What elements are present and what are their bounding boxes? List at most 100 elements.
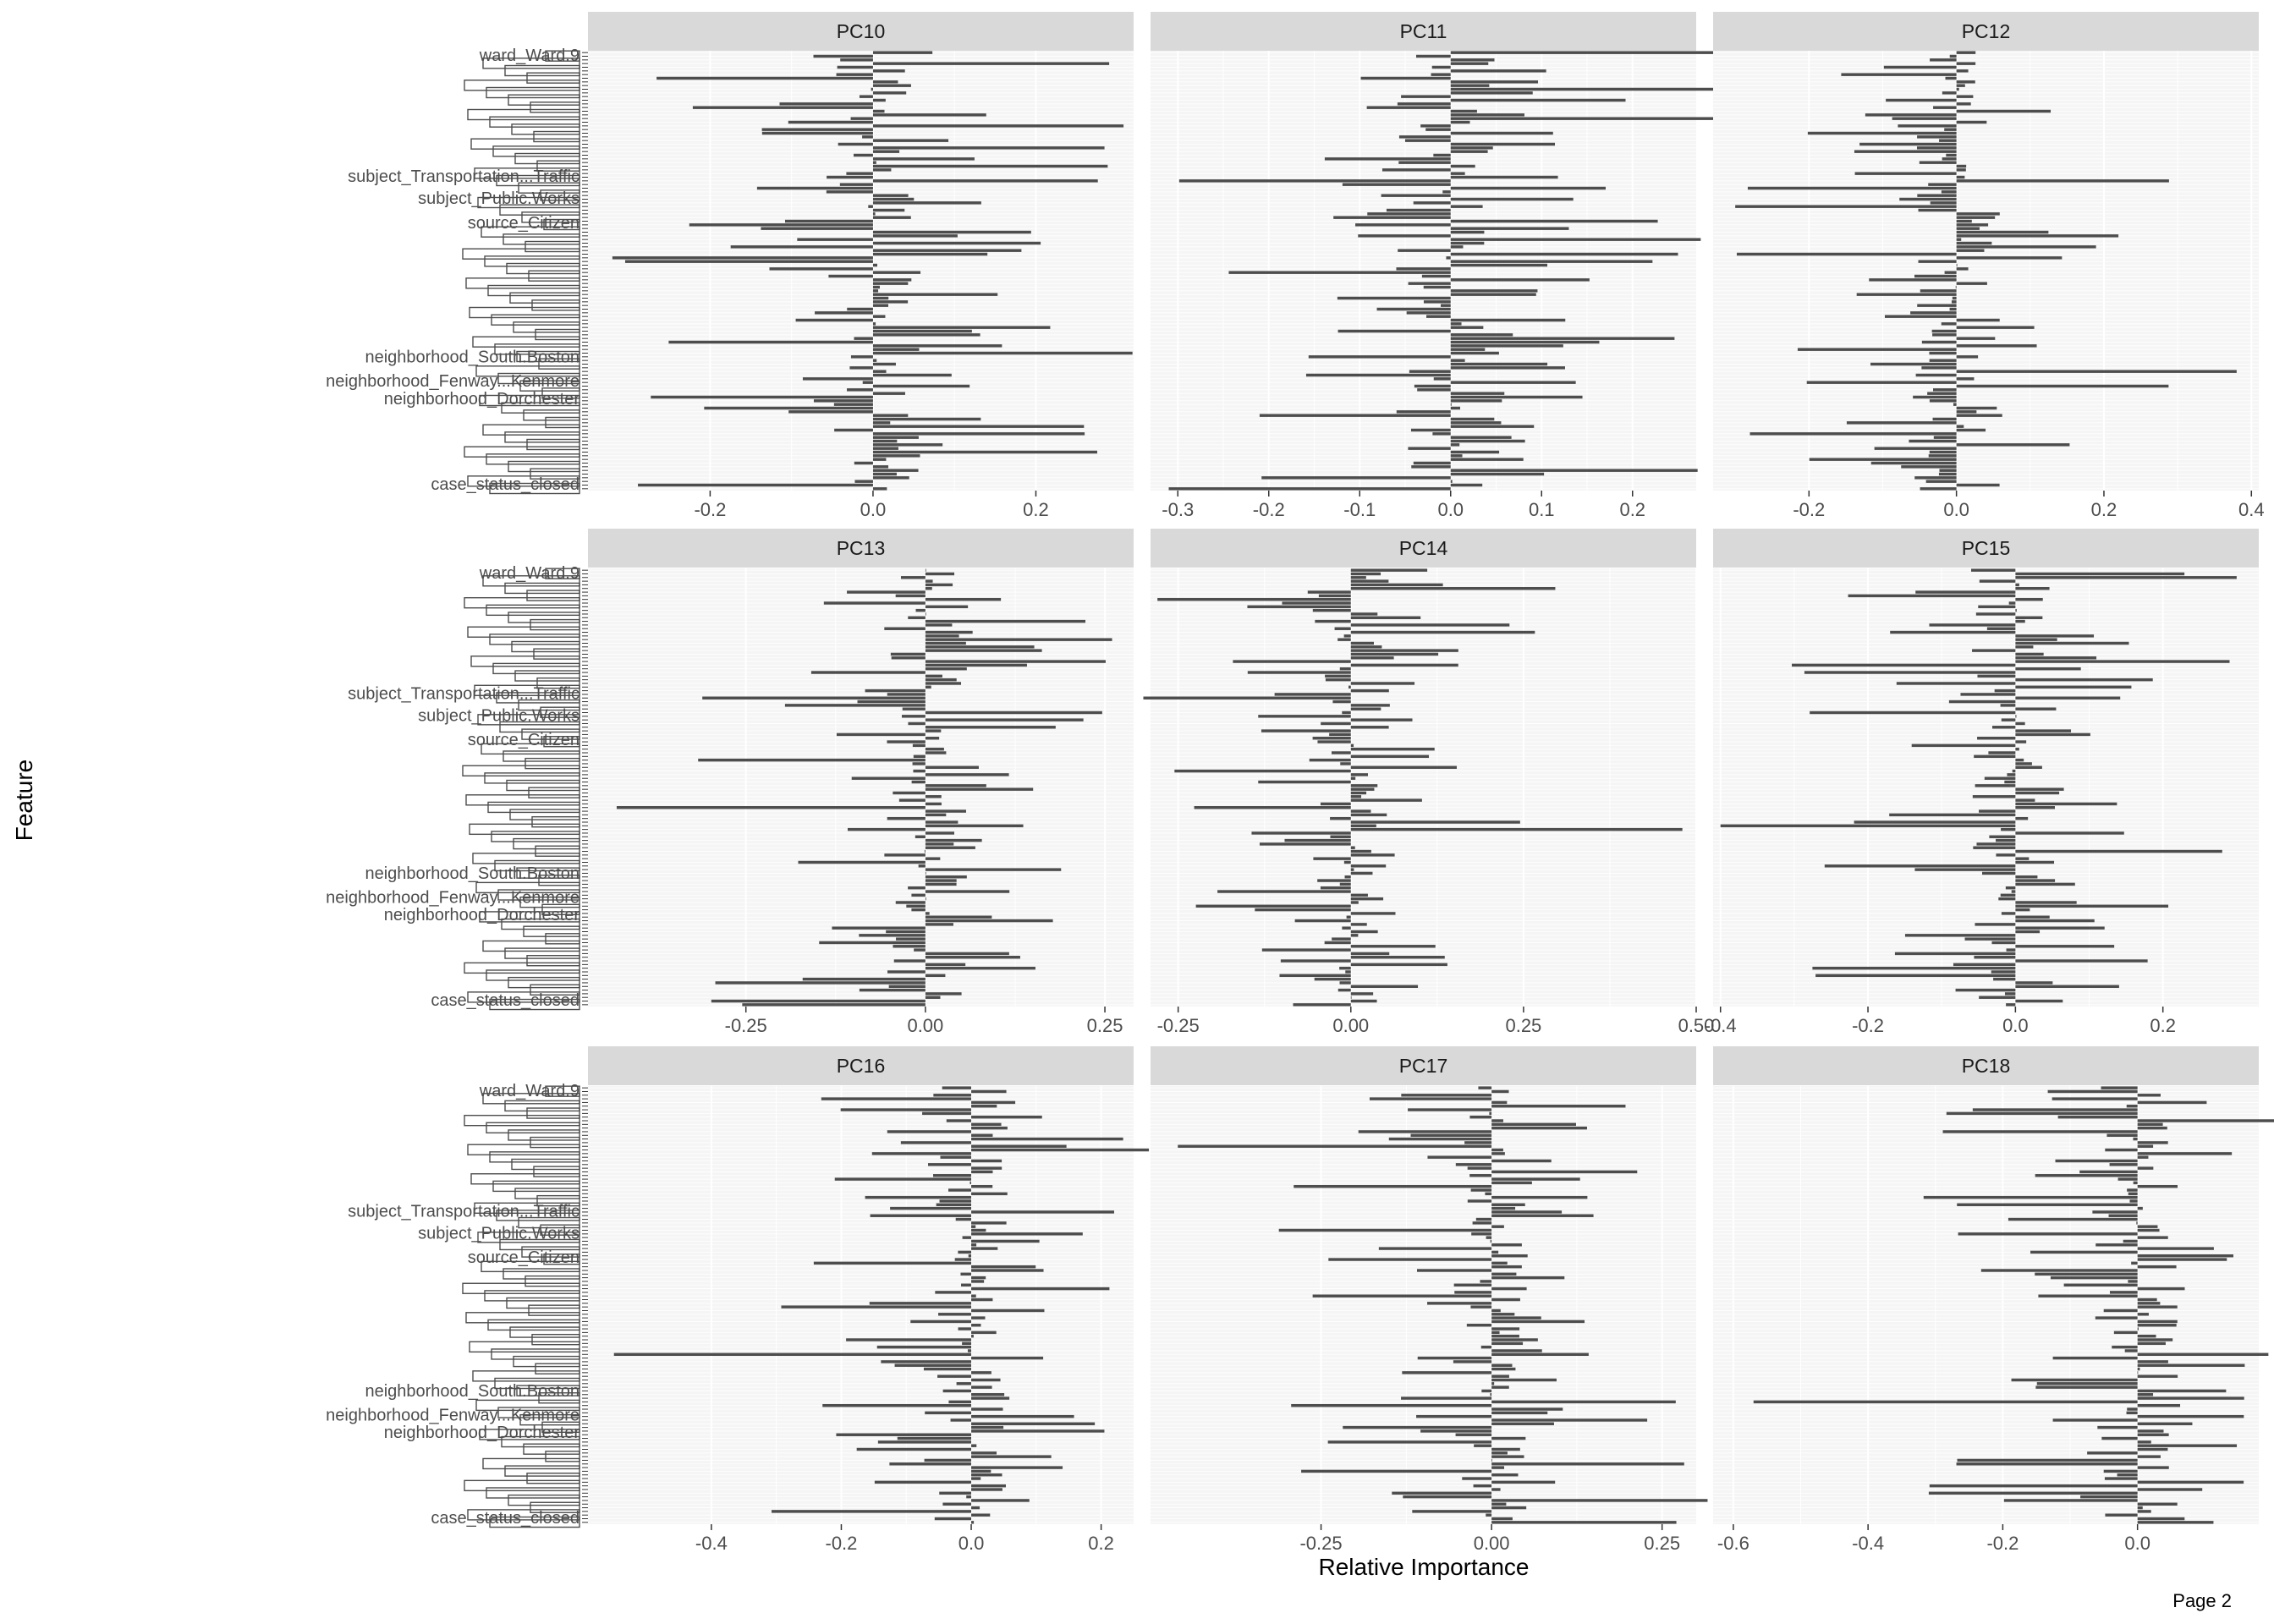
overlapping-label-glyph (472, 1370, 580, 1382)
bar (2035, 1385, 2138, 1389)
bar (1343, 634, 1351, 638)
bar (1280, 959, 1351, 963)
bar (2113, 1330, 2138, 1335)
bar (1350, 587, 1556, 590)
bar (971, 1170, 993, 1174)
bar (1956, 84, 1965, 87)
bar (1920, 487, 1957, 491)
bar (1956, 223, 1989, 227)
bar (971, 1298, 993, 1302)
panel-background (588, 1086, 1134, 1524)
feature-label: case_status_closed (431, 1509, 579, 1528)
bar (872, 447, 898, 450)
overlapping-label-glyph (487, 1319, 580, 1331)
x-tick-label: 0.2 (2150, 1015, 2176, 1036)
bar (948, 1188, 972, 1192)
x-tick-label: -0.6 (1717, 1533, 1749, 1554)
bar (1350, 868, 1354, 871)
bar (1938, 472, 1957, 476)
bar (854, 480, 873, 483)
bar (788, 410, 873, 414)
bar (971, 1469, 991, 1473)
bar (1350, 773, 1368, 776)
bar (1491, 1261, 1508, 1265)
bar (872, 289, 879, 293)
bar (902, 707, 926, 710)
bar (1450, 186, 1606, 190)
bar (887, 1130, 972, 1133)
bar (1450, 278, 1590, 282)
bar (1841, 73, 1957, 76)
overlapping-label-glyph (543, 218, 580, 231)
overlapping-label-glyph (464, 80, 580, 91)
bar (872, 329, 972, 333)
feature-label: subject_Public.Works (418, 707, 579, 726)
overlapping-label-glyph (475, 1399, 580, 1412)
bar (1315, 619, 1351, 623)
bar (856, 1447, 972, 1451)
bar (925, 736, 940, 740)
bar (1406, 311, 1451, 315)
bar (872, 454, 920, 458)
bar (1914, 476, 1957, 480)
bar (1305, 373, 1451, 377)
bar (971, 1243, 977, 1247)
bar (2103, 1469, 2138, 1473)
bar (819, 941, 926, 945)
bar (872, 384, 970, 388)
overlapping-label-glyph (499, 721, 580, 733)
bar (1350, 963, 1447, 967)
bar (948, 1400, 972, 1404)
bar (1914, 868, 2016, 871)
bar (955, 1217, 972, 1221)
overlapping-label-glyph (475, 365, 580, 377)
bar (795, 318, 873, 322)
bar (2015, 857, 2030, 860)
bar (971, 1239, 1040, 1243)
bar (1469, 1115, 1492, 1119)
bar (960, 1272, 972, 1276)
bar (1466, 1324, 1492, 1327)
bar (936, 1203, 972, 1207)
bar (1350, 934, 1359, 937)
bar (925, 846, 975, 849)
x-tick-label: -0.4 (1705, 1015, 1737, 1036)
facet-strip (588, 529, 1134, 568)
overlapping-label-glyph (530, 1501, 580, 1513)
bar (2052, 1418, 2138, 1422)
bar (810, 671, 926, 674)
bar (1929, 351, 1957, 355)
bar (913, 754, 926, 759)
bar (872, 212, 876, 216)
bar (1956, 168, 1966, 172)
bar (1846, 421, 1957, 425)
bar (1956, 238, 1962, 241)
feature-label: neighborhood_South.Boston (365, 864, 579, 883)
x-tick-label: -0.4 (695, 1533, 728, 1554)
bar (971, 1407, 1003, 1411)
bar (1324, 941, 1351, 945)
bar (2137, 1367, 2140, 1371)
bar (2005, 886, 2016, 890)
bar (910, 1320, 972, 1324)
bar (2015, 740, 2027, 743)
bar (872, 425, 1085, 428)
bar (876, 1345, 972, 1349)
bar (1450, 227, 1569, 230)
bar (1956, 318, 2000, 322)
bar (821, 1097, 972, 1100)
bar (925, 809, 966, 813)
bar (2106, 1133, 2138, 1138)
overlapping-label-glyph (486, 86, 580, 99)
bar (1433, 153, 1451, 157)
bar (971, 1280, 985, 1283)
bar (933, 1094, 972, 1097)
bar (1350, 798, 1422, 802)
bar (925, 726, 1056, 729)
bar (1425, 128, 1451, 131)
bar (1350, 765, 1457, 769)
bar (1178, 179, 1451, 183)
bar (2109, 1163, 2138, 1166)
bar (872, 164, 1108, 168)
bar (2015, 660, 2230, 663)
